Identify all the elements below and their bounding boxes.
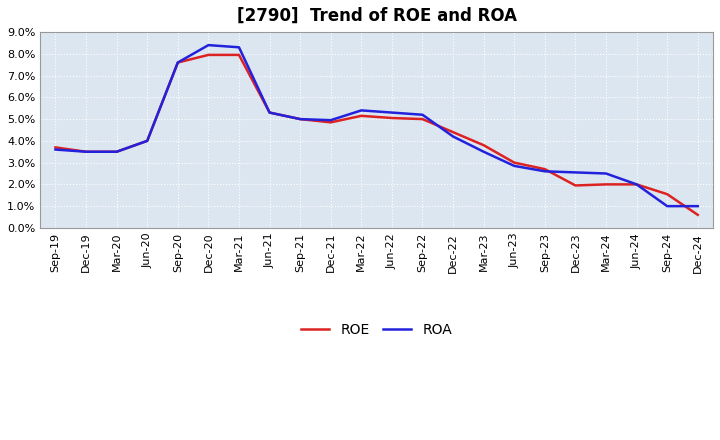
ROA (174, 60, 182, 65)
ROA (663, 204, 672, 209)
ROE (143, 138, 151, 143)
Title: [2790]  Trend of ROE and ROA: [2790] Trend of ROE and ROA (237, 7, 517, 25)
ROE (663, 191, 672, 197)
ROE (693, 212, 702, 217)
ROE (510, 160, 518, 165)
ROE (326, 120, 335, 125)
ROA (204, 43, 212, 48)
ROA (571, 170, 580, 175)
ROE (265, 110, 274, 115)
ROA (235, 44, 243, 50)
Line: ROE: ROE (55, 55, 698, 215)
Legend: ROE, ROA: ROE, ROA (296, 317, 457, 342)
ROE (82, 149, 91, 154)
ROA (510, 163, 518, 169)
ROA (296, 117, 305, 122)
ROE (235, 52, 243, 58)
ROE (418, 117, 427, 122)
ROA (480, 149, 488, 154)
ROA (326, 117, 335, 123)
ROE (204, 52, 212, 58)
ROA (632, 182, 641, 187)
ROE (541, 166, 549, 172)
ROE (632, 182, 641, 187)
ROE (51, 145, 60, 150)
ROA (418, 112, 427, 117)
Line: ROA: ROA (55, 45, 698, 206)
ROE (296, 117, 305, 122)
ROE (387, 115, 396, 121)
ROA (143, 138, 151, 143)
ROA (265, 110, 274, 115)
ROE (112, 149, 121, 154)
ROA (51, 147, 60, 152)
ROA (602, 171, 611, 176)
ROA (357, 108, 366, 113)
ROE (480, 143, 488, 148)
ROA (82, 149, 91, 154)
ROE (449, 129, 457, 135)
ROE (571, 183, 580, 188)
ROE (174, 60, 182, 65)
ROA (541, 169, 549, 174)
ROA (449, 134, 457, 139)
ROA (693, 204, 702, 209)
ROE (357, 113, 366, 118)
ROE (602, 182, 611, 187)
ROA (112, 149, 121, 154)
ROA (387, 110, 396, 115)
